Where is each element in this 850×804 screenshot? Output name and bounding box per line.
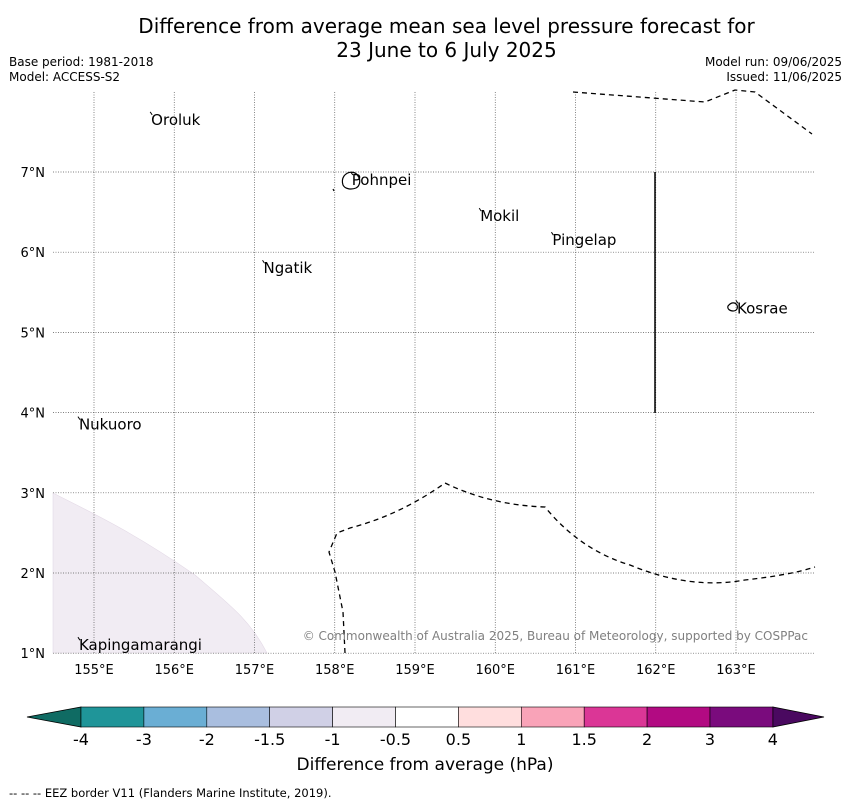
kosrae-island bbox=[727, 302, 738, 312]
colorbar-tick-label: 2 bbox=[642, 730, 652, 749]
eez-legend-note: -- -- -- EEZ border V11 (Flanders Marine… bbox=[9, 786, 332, 800]
colorbar-labels: -4 -3 -2 -1.5 -1 -0.5 0.5 1 1.5 2 3 4 bbox=[73, 730, 778, 749]
colorbar-max-extension bbox=[772, 706, 825, 728]
colorbar-segment bbox=[206, 706, 271, 728]
latitude-tick-label: 4°N bbox=[21, 407, 46, 422]
colorbar-tick-label: -0.5 bbox=[380, 730, 411, 749]
place-label: Ngatik bbox=[264, 259, 313, 277]
colorbar-segment bbox=[269, 706, 333, 728]
title-line-2: 23 June to 6 July 2025 bbox=[336, 38, 557, 62]
latitude-tick-label: 2°N bbox=[21, 567, 46, 582]
longitude-tick-label: 163°E bbox=[716, 663, 756, 678]
colorbar-segment bbox=[458, 706, 522, 728]
longitude-tick-label: 160°E bbox=[475, 663, 515, 678]
longitude-tick-label: 159°E bbox=[395, 663, 435, 678]
issued-date: Issued: 11/06/2025 bbox=[726, 70, 842, 84]
model-name: Model: ACCESS-S2 bbox=[9, 70, 121, 84]
colorbar-tick-label: 1 bbox=[516, 730, 526, 749]
title-line-1: Difference from average mean sea level p… bbox=[138, 14, 755, 38]
colorbar-segment bbox=[395, 706, 459, 728]
longitude-tick-label: 162°E bbox=[636, 663, 676, 678]
colorbar-tick-label: -2 bbox=[199, 730, 215, 749]
island-mark bbox=[551, 231, 554, 236]
island-mark bbox=[735, 300, 739, 304]
place-label: Oroluk bbox=[151, 111, 200, 129]
colorbar-segment bbox=[332, 706, 396, 728]
place-label: Pingelap bbox=[552, 231, 616, 249]
colorbar-tick-label: -4 bbox=[73, 730, 89, 749]
longitude-labels: 155°E 156°E 157°E 158°E 159°E 160°E 161°E 162°E… bbox=[74, 663, 756, 678]
latitude-tick-label: 6°N bbox=[21, 246, 46, 261]
eez-border-south bbox=[328, 482, 816, 654]
meta-left: Base period: 1981-2018 Model: ACCESS-S2 bbox=[9, 55, 154, 85]
colorbar-segment bbox=[646, 706, 711, 728]
latitude-tick-label: 3°N bbox=[21, 487, 46, 502]
latitude-labels: 7°N 6°N 5°N 4°N 3°N 2°N 1°N bbox=[21, 166, 46, 662]
place-labels: Oroluk Pohnpei Mokil Pingelap Ngatik Kosrae Nu… bbox=[77, 111, 788, 654]
gridlines bbox=[53, 92, 815, 654]
colorbar-tick-label: -1.5 bbox=[254, 730, 285, 749]
colorbar-segment bbox=[520, 706, 585, 728]
colorbar-segment bbox=[143, 706, 208, 728]
latitude-tick-label: 1°N bbox=[21, 647, 46, 662]
longitude-tick-label: 158°E bbox=[315, 663, 355, 678]
colorbar-segment bbox=[583, 706, 648, 728]
latitude-tick-label: 5°N bbox=[21, 326, 46, 341]
colorbar-tick-label: 1.5 bbox=[571, 730, 596, 749]
colorbar-tick-label: 0.5 bbox=[446, 730, 471, 749]
latitude-tick-label: 7°N bbox=[21, 166, 46, 181]
copyright-text: © Commonwealth of Australia 2025, Bureau… bbox=[303, 629, 808, 643]
eez-borders bbox=[328, 89, 816, 654]
island-mark bbox=[262, 259, 265, 264]
colorbar-segment bbox=[80, 706, 145, 728]
place-label: Kapingamarangi bbox=[79, 636, 202, 654]
longitude-tick-label: 155°E bbox=[74, 663, 114, 678]
place-label: Kosrae bbox=[737, 299, 788, 317]
colorbar-tick-label: -3 bbox=[136, 730, 152, 749]
colorbar-tick-label: -1 bbox=[325, 730, 341, 749]
island-mark bbox=[478, 207, 482, 212]
shaded-region bbox=[52, 492, 268, 654]
base-period: Base period: 1981-2018 bbox=[9, 55, 154, 69]
model-run: Model run: 09/06/2025 bbox=[704, 55, 842, 69]
longitude-tick-label: 157°E bbox=[235, 663, 275, 678]
place-label: Mokil bbox=[480, 207, 519, 225]
island-mark bbox=[149, 111, 153, 116]
colorbar-title: Difference from average (hPa) bbox=[296, 755, 554, 775]
longitude-tick-label: 156°E bbox=[154, 663, 194, 678]
meta-right: Model run: 09/06/2025 Issued: 11/06/2025 bbox=[705, 55, 842, 85]
place-label: Pohnpei bbox=[352, 171, 412, 189]
eez-border-north bbox=[572, 89, 813, 135]
pohnpei-outlier bbox=[332, 188, 335, 192]
longitude-tick-label: 161°E bbox=[556, 663, 596, 678]
place-label: Nukuoro bbox=[79, 416, 142, 434]
island-mark bbox=[77, 416, 81, 420]
map-title: Difference from average mean sea level p… bbox=[0, 14, 850, 62]
colorbar-tick-label: 4 bbox=[768, 730, 778, 749]
colorbar-segment bbox=[709, 706, 774, 728]
colorbar-min-extension bbox=[26, 706, 82, 728]
pohnpei-island bbox=[341, 171, 361, 190]
island-mark bbox=[77, 636, 81, 641]
colorbar-tick-label: 3 bbox=[705, 730, 715, 749]
colorbar bbox=[26, 706, 825, 728]
island-mark bbox=[350, 171, 354, 176]
